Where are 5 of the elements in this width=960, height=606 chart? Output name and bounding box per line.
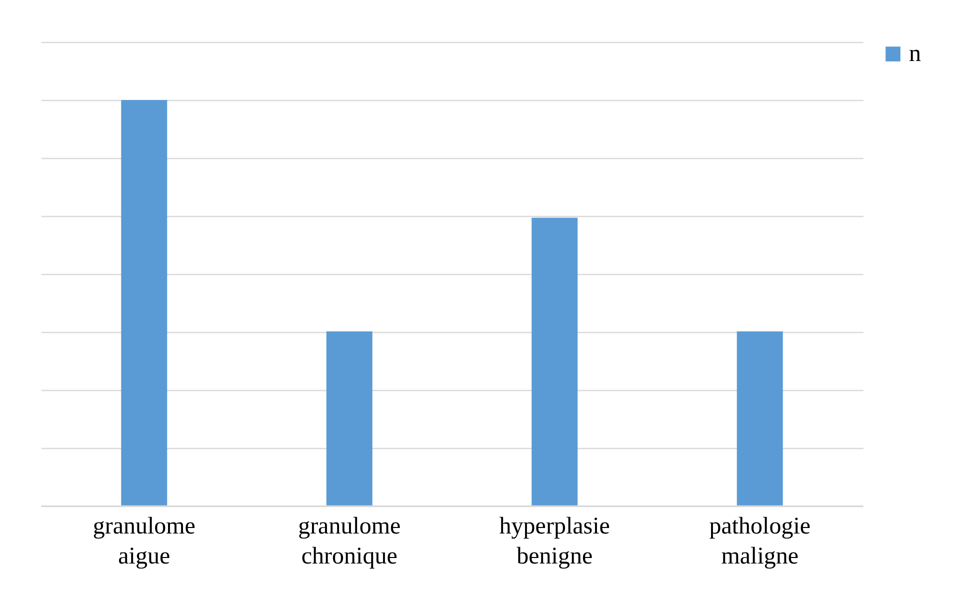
x-tick-label: hyperplasie benigne <box>499 514 610 570</box>
x-tick-label: granulome chronique <box>298 514 401 570</box>
legend-label: n <box>909 41 921 67</box>
x-tick-label: pathologie maligne <box>709 514 811 570</box>
x-tick-label: granulome aigue <box>92 514 196 570</box>
